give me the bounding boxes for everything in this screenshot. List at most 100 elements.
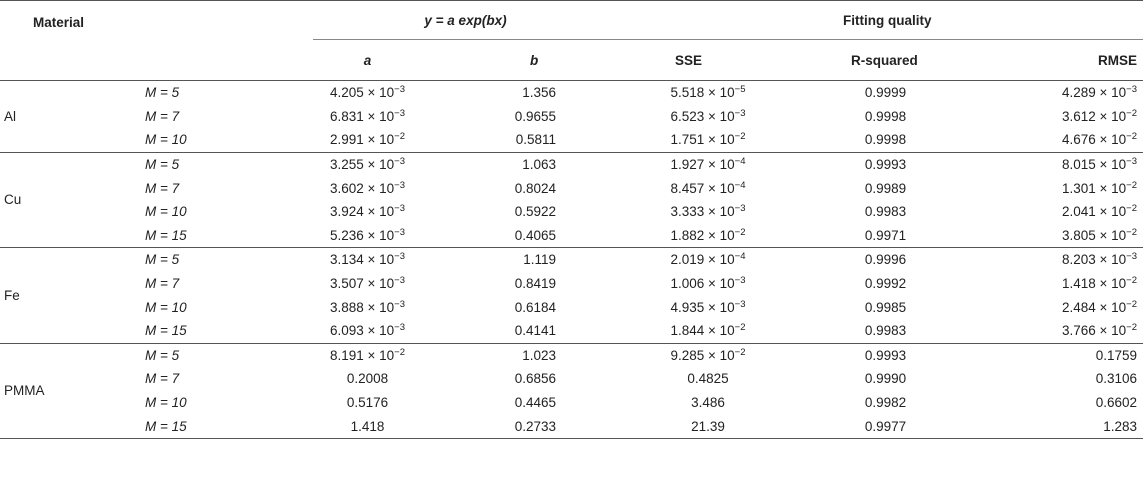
cell-m: M = 7 (145, 371, 180, 387)
cell-rmse: 4.289 × 10−3 (973, 81, 1143, 105)
cell-rsquared: 0.9993 (864, 157, 907, 173)
cell-m: M = 7 (145, 108, 180, 124)
cell-a-mantissa: 3.602 × 10 (329, 180, 395, 196)
cell-m: M = 15 (135, 318, 313, 344)
cell-m: M = 10 (145, 299, 187, 315)
cell-rsquared: 0.9983 (864, 204, 907, 220)
cell-rmse-mantissa: 4.676 × 10 (1061, 132, 1127, 148)
fitting-results-table: Material y = a exp(bx) Fitting quality a… (0, 0, 1143, 439)
cell-a-exponent: −3 (394, 275, 406, 287)
cell-m: M = 15 (135, 223, 313, 249)
cell-rmse-mantissa: 1.283 (1103, 418, 1137, 434)
cell-sse: 2.019 × 10−4 (618, 248, 798, 272)
cell-a: 3.255 × 10−3 (295, 152, 440, 176)
cell-b: 0.8024 (514, 180, 556, 196)
cell-a: 1.418 (295, 414, 440, 439)
cell-rmse-mantissa: 1.418 × 10 (1061, 276, 1127, 292)
cell-a-mantissa: 1.418 (350, 418, 385, 434)
cell-rmse-mantissa: 0.3106 (1095, 371, 1137, 387)
table-row: M = 7 0.2008 0.6856 0.4825 0.9990 0.3106 (0, 367, 1143, 391)
cell-rmse-mantissa: 8.203 × 10 (1061, 252, 1127, 268)
cell-sse: 1.844 × 10−2 (618, 318, 798, 344)
cell-m: M = 5 (145, 85, 180, 101)
cell-rmse-exponent: −3 (1126, 84, 1137, 96)
cell-sse-mantissa: 1.006 × 10 (670, 276, 735, 292)
cell-m: M = 7 (145, 180, 180, 196)
table-body: Al M = 5 4.205 × 10−3 1.356 5.518 × 10−5 0.99… (0, 80, 1143, 439)
cell-rmse-mantissa: 3.766 × 10 (1061, 323, 1127, 339)
header-model: y = a exp(bx) (313, 1, 618, 40)
cell-rmse: 8.203 × 10−3 (973, 248, 1143, 272)
cell-rmse-exponent: −2 (1126, 107, 1137, 119)
material-cell: Fe (0, 247, 135, 344)
header-model-bx: bx (486, 12, 503, 28)
cell-sse-mantissa: 1.844 × 10 (670, 323, 735, 339)
cell-b: 1.356 (522, 85, 556, 101)
cell-sse-exponent: −3 (734, 107, 746, 119)
cell-sse-exponent: −2 (734, 322, 746, 334)
cell-a-mantissa: 5.236 × 10 (329, 227, 395, 243)
cell-sse-mantissa: 5.518 × 10 (670, 85, 735, 101)
cell-rmse: 4.676 × 10−2 (973, 128, 1143, 153)
cell-m: M = 7 (145, 276, 180, 292)
material-cell: PMMA (0, 343, 135, 439)
cell-rsquared: 0.9977 (798, 414, 973, 439)
cell-rmse-exponent: −2 (1126, 275, 1137, 287)
cell-rmse: 0.3106 (973, 367, 1143, 391)
cell-a-mantissa: 0.2008 (346, 371, 389, 387)
header-model-prefix: y = a exp( (424, 12, 487, 28)
cell-sse-exponent: −2 (734, 131, 746, 143)
cell-sse-exponent: −3 (734, 298, 746, 310)
cell-a-mantissa: 6.831 × 10 (329, 108, 395, 124)
cell-sse-mantissa: 8.457 × 10 (670, 180, 735, 196)
cell-rmse-mantissa: 1.301 × 10 (1061, 180, 1127, 196)
table-row: M = 7 6.831 × 10−3 0.9655 6.523 × 10−3 0.999… (0, 105, 1143, 129)
table-row: M = 10 3.888 × 10−3 0.6184 4.935 × 10−3 0.99… (0, 295, 1143, 319)
cell-a-exponent: −2 (394, 131, 406, 143)
cell-sse-exponent: −5 (734, 84, 746, 96)
cell-a-exponent: −3 (394, 179, 406, 191)
cell-sse: 6.523 × 10−3 (618, 105, 798, 129)
cell-sse-exponent: −4 (734, 156, 746, 168)
cell-m: M = 15 (135, 414, 313, 439)
cell-a-exponent: −3 (394, 156, 406, 168)
cell-rmse: 2.041 × 10−2 (973, 200, 1143, 224)
cell-rsquared: 0.9985 (864, 299, 907, 315)
cell-rmse-mantissa: 2.484 × 10 (1061, 299, 1127, 315)
cell-rsquared: 0.9993 (864, 347, 907, 363)
table-row: PMMA M = 5 8.191 × 10−2 1.023 9.285 × 10−2 0.… (0, 343, 1143, 439)
cell-rmse-exponent: −2 (1126, 179, 1137, 191)
cell-a-mantissa: 3.888 × 10 (329, 299, 395, 315)
material-cell: Al (0, 80, 135, 153)
cell-rmse: 3.612 × 10−2 (973, 105, 1143, 129)
cell-sse: 5.518 × 10−5 (618, 81, 798, 105)
cell-b: 0.5922 (514, 204, 556, 220)
cell-rmse-mantissa: 4.289 × 10 (1061, 85, 1127, 101)
header-sse: SSE (618, 39, 798, 81)
cell-m: M = 5 (145, 347, 180, 363)
table-row: M = 15 1.418 0.2733 21.39 0.9977 1.283 (0, 414, 1143, 439)
cell-a-mantissa: 8.191 × 10 (329, 347, 395, 363)
cell-m: M = 5 (145, 252, 180, 268)
cell-sse-mantissa: 1.882 × 10 (670, 227, 735, 243)
cell-rsquared: 0.9989 (864, 180, 907, 196)
table-header: Material y = a exp(bx) Fitting quality a… (0, 0, 1143, 81)
cell-sse: 0.4825 (618, 367, 798, 391)
cell-sse-mantissa: 4.935 × 10 (670, 299, 735, 315)
cell-a-exponent: −3 (394, 226, 406, 238)
cell-rmse: 1.301 × 10−2 (973, 176, 1143, 200)
cell-a-exponent: −3 (394, 203, 406, 215)
cell-sse-exponent: −2 (734, 346, 746, 358)
table-row: M = 15 5.236 × 10−3 0.4065 1.882 × 10−2 0.99… (0, 223, 1143, 249)
cell-a: 3.602 × 10−3 (295, 176, 440, 200)
cell-rmse-mantissa: 3.805 × 10 (1061, 227, 1127, 243)
cell-m: M = 5 (145, 157, 180, 173)
cell-sse: 1.882 × 10−2 (618, 223, 798, 249)
header-a: a (295, 39, 440, 81)
cell-rsquared: 0.9992 (864, 276, 907, 292)
cell-rmse: 8.015 × 10−3 (973, 152, 1143, 176)
cell-b: 0.6184 (514, 299, 556, 315)
cell-a-exponent: −3 (394, 298, 406, 310)
cell-rsquared: 0.9971 (798, 223, 973, 249)
